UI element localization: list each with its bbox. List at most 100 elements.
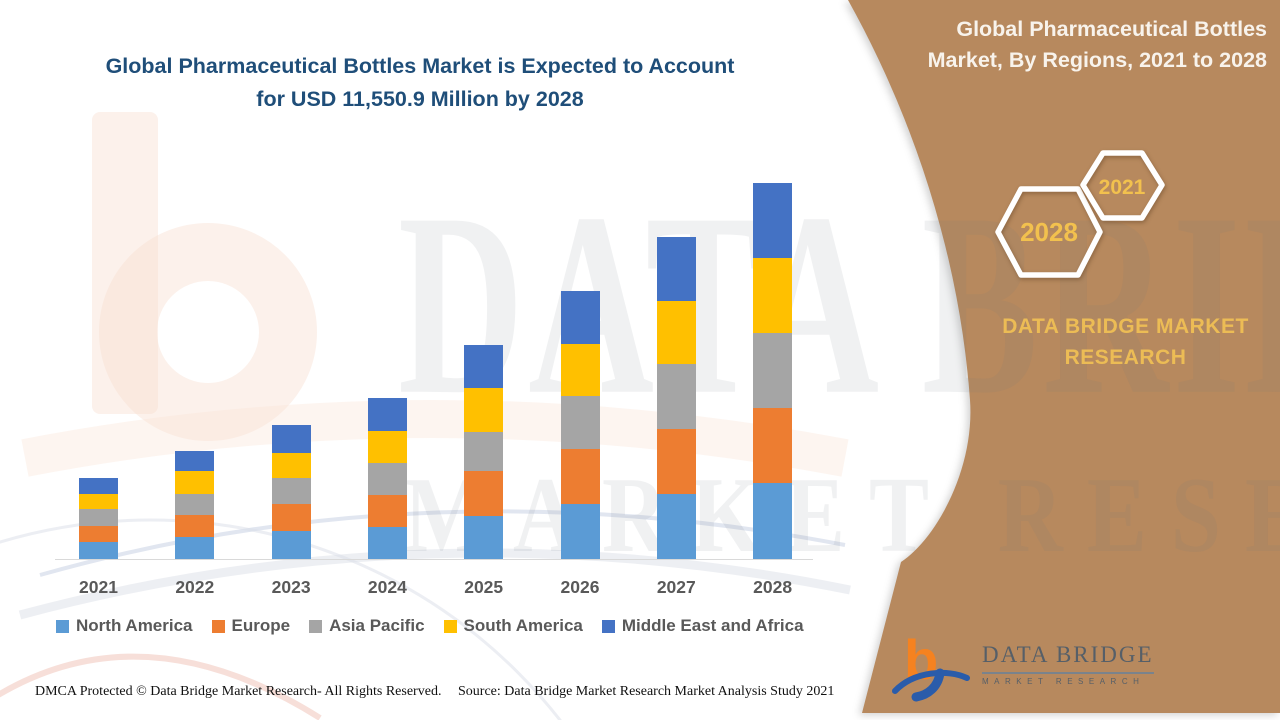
watermark-b-bowl: [99, 223, 317, 441]
bar-segment-south-america-2028: [753, 257, 793, 333]
stacked-bar-2023: [271, 425, 311, 559]
bar-segment-asia-pacific-2025: [464, 431, 504, 472]
bar-segment-north-america-2028: [753, 482, 793, 559]
bar-segment-middle-east-and-africa-2021: [79, 478, 118, 495]
logo-d-curve-icon: [911, 668, 945, 702]
x-axis-label-2028: 2028: [753, 577, 793, 597]
bar-segment-europe-2025: [464, 471, 504, 517]
chart-legend: North America Europe Asia Pacific South Ame…: [56, 616, 804, 636]
bar-segment-south-america-2022: [175, 471, 215, 495]
bar-segment-europe-2026: [560, 449, 600, 505]
bar-segment-europe-2022: [175, 515, 215, 538]
chart-title: Global Pharmaceutical Bottles Market is …: [25, 50, 815, 116]
x-axis-label-2022: 2022: [175, 577, 215, 597]
bar-segment-middle-east-and-africa-2028: [753, 183, 793, 258]
x-axis-line: [55, 559, 813, 560]
x-axis-label-2021: 2021: [79, 577, 118, 597]
stacked-bar-2025: [464, 344, 504, 559]
legend-item-middle-east-and-africa: Middle East and Africa: [601, 616, 804, 636]
hexagon-2021-icon: [1080, 150, 1165, 221]
bar-segment-south-america-2023: [271, 452, 311, 479]
legend-item-south-america: South America: [443, 616, 583, 636]
hexagon-2028-label: 2028: [1020, 217, 1078, 247]
x-axis-label-2023: 2023: [271, 577, 311, 597]
bar-segment-middle-east-and-africa-2023: [271, 425, 311, 453]
legend-label-south-america: South America: [463, 616, 583, 635]
brand-text-line1: DATA BRIDGE MARKET: [1002, 315, 1249, 338]
legend-swatch-asia-pacific: [309, 619, 323, 633]
hexagon-badges: 2028 2021: [995, 150, 1165, 278]
bar-segment-south-america-2024: [367, 430, 407, 463]
legend-label-asia-pacific: Asia Pacific: [329, 616, 425, 635]
legend-label-north-america: North America: [76, 616, 193, 635]
bar-segment-south-america-2027: [656, 301, 696, 364]
bar-segment-north-america-2026: [560, 504, 600, 559]
watermark-swoosh-band: [21, 400, 849, 477]
watermark-red-arc: [0, 653, 322, 720]
bar-segment-asia-pacific-2027: [656, 363, 696, 430]
bar-segment-north-america-2025: [464, 516, 504, 559]
bar-segment-europe-2024: [367, 495, 407, 527]
bar-segment-middle-east-and-africa-2027: [656, 236, 696, 302]
bar-segment-asia-pacific-2024: [367, 462, 407, 496]
stacked-bar-2028: [753, 183, 793, 559]
bar-segment-middle-east-and-africa-2025: [464, 344, 504, 388]
side-panel-heading: Global Pharmaceutical Bottles Market, By…: [837, 14, 1267, 76]
legend-label-middle-east-and-africa: Middle East and Africa: [621, 616, 804, 635]
footer-copyright: DMCA Protected © Data Bridge Market Rese…: [35, 684, 442, 699]
side-panel-heading-line1: Global Pharmaceutical Bottles: [956, 17, 1267, 41]
bar-segment-middle-east-and-africa-2024: [367, 397, 407, 431]
bar-segment-north-america-2027: [656, 494, 696, 559]
legend-label-europe: Europe: [231, 616, 291, 635]
bar-segment-middle-east-and-africa-2022: [175, 450, 215, 472]
legend-item-asia-pacific: Asia Pacific: [309, 616, 425, 636]
bar-segment-asia-pacific-2022: [175, 494, 215, 516]
bar-segment-south-america-2021: [79, 494, 118, 510]
legend-swatch-north-america: [56, 619, 69, 633]
bar-segment-middle-east-and-africa-2026: [560, 290, 600, 344]
bar-segment-north-america-2024: [367, 526, 407, 559]
stacked-bar-2024: [367, 397, 407, 559]
bar-segment-europe-2021: [79, 526, 118, 542]
stacked-bar-2021: [79, 478, 118, 559]
logo-text-block: DATA BRIDGE MARKET RESEARCH: [982, 629, 1154, 686]
stacked-bar-2026: [560, 290, 600, 559]
bar-segment-europe-2023: [271, 503, 311, 532]
watermark-gray-arc: [18, 548, 851, 620]
watermark-circle-arc: [0, 518, 562, 720]
bar-segment-asia-pacific-2021: [79, 509, 118, 527]
brand-text-line2: RESEARCH: [1064, 346, 1187, 369]
hexagon-2021-label: 2021: [1099, 176, 1146, 199]
logo-monogram-icon: b: [892, 629, 970, 702]
x-axis-label-2025: 2025: [464, 577, 504, 597]
x-axis-label-2026: 2026: [560, 577, 600, 597]
chart-title-line1: Global Pharmaceutical Bottles Market is …: [105, 54, 735, 78]
side-panel-heading-line2: Market, By Regions, 2021 to 2028: [927, 48, 1267, 72]
x-axis-label-2027: 2027: [656, 577, 696, 597]
logo-wordmark: DATA BRIDGE: [982, 642, 1154, 674]
bar-segment-south-america-2025: [464, 387, 504, 432]
legend-swatch-europe: [211, 619, 225, 633]
logo-swoosh-icon: [892, 669, 970, 694]
stacked-bar-2022: [175, 450, 215, 559]
watermark-blue-arc: [39, 509, 846, 577]
bar-segment-north-america-2023: [271, 531, 311, 559]
bar-segment-asia-pacific-2026: [560, 396, 600, 449]
legend-swatch-middle-east-and-africa: [601, 619, 615, 633]
legend-item-europe: Europe: [211, 616, 291, 636]
side-panel-shape: [848, 0, 1280, 713]
bar-segment-asia-pacific-2028: [753, 332, 793, 409]
bar-segment-europe-2027: [656, 429, 696, 495]
watermark-b-stem: [92, 112, 158, 414]
bar-segment-north-america-2021: [79, 541, 118, 559]
x-axis-label-2024: 2024: [367, 577, 407, 597]
footer-source: Source: Data Bridge Market Research Mark…: [458, 684, 835, 699]
bar-segment-north-america-2022: [175, 537, 215, 559]
hexagon-2028-icon: [995, 186, 1103, 278]
bar-segment-europe-2028: [753, 408, 793, 483]
chart-title-line2: for USD 11,550.9 Million by 2028: [256, 87, 584, 111]
